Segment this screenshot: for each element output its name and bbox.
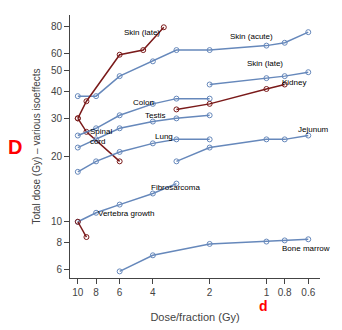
svg-text:1: 1: [264, 287, 270, 298]
svg-text:10: 10: [51, 216, 63, 227]
svg-text:4: 4: [150, 287, 156, 298]
svg-text:Colon: Colon: [133, 98, 154, 107]
svg-text:20: 20: [51, 151, 63, 162]
svg-text:10: 10: [72, 287, 84, 298]
svg-text:30: 30: [51, 113, 63, 124]
svg-text:40: 40: [51, 86, 63, 97]
svg-text:80: 80: [51, 21, 63, 32]
svg-text:8: 8: [56, 237, 62, 248]
svg-text:Skin (late): Skin (late): [247, 59, 283, 68]
svg-text:D: D: [8, 136, 22, 158]
svg-text:Bone marrow: Bone marrow: [282, 244, 330, 253]
svg-text:8: 8: [93, 287, 99, 298]
svg-text:Dose/fraction (Gy): Dose/fraction (Gy): [150, 311, 239, 323]
svg-text:Skin (acute): Skin (acute): [230, 32, 273, 41]
svg-text:Vertebra growth: Vertebra growth: [98, 209, 154, 218]
svg-text:2: 2: [207, 287, 213, 298]
svg-text:6: 6: [117, 287, 123, 298]
svg-text:Kidney: Kidney: [282, 78, 306, 87]
svg-text:Total dose (Gy) – various isoe: Total dose (Gy) – various isoeffects: [31, 69, 42, 225]
svg-text:Jejunum: Jejunum: [298, 125, 329, 134]
svg-text:Spinalcord: Spinalcord: [90, 127, 112, 146]
svg-text:6: 6: [56, 264, 62, 275]
svg-text:Skin (late): Skin (late): [124, 28, 160, 37]
svg-text:d: d: [259, 298, 268, 314]
svg-text:60: 60: [51, 48, 63, 59]
svg-text:Fibrosarcoma: Fibrosarcoma: [151, 183, 200, 192]
svg-text:0.8: 0.8: [278, 287, 292, 298]
svg-text:0.6: 0.6: [301, 287, 315, 298]
svg-text:50: 50: [51, 65, 63, 76]
svg-text:Testis: Testis: [145, 111, 165, 120]
svg-text:Lung: Lung: [155, 132, 173, 141]
